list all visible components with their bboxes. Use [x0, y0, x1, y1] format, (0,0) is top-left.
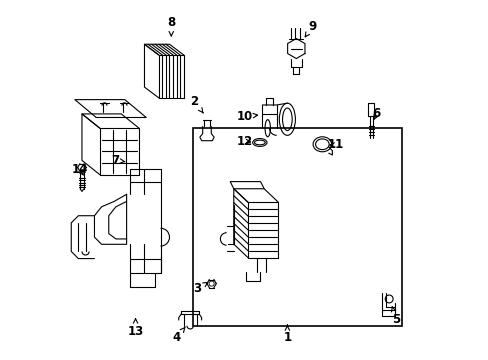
Bar: [192, 128, 401, 327]
Text: 12: 12: [237, 135, 253, 148]
Text: 2: 2: [190, 95, 203, 113]
Text: 13: 13: [127, 319, 143, 338]
Text: 1: 1: [283, 325, 291, 344]
Text: 9: 9: [305, 20, 316, 37]
Text: 4: 4: [172, 327, 185, 344]
Text: 11: 11: [327, 139, 343, 152]
Text: 5: 5: [391, 307, 400, 326]
Text: 7: 7: [111, 154, 124, 167]
Text: 14: 14: [71, 163, 87, 176]
Text: 6: 6: [372, 107, 380, 120]
Text: 8: 8: [167, 16, 175, 36]
Text: 10: 10: [237, 110, 257, 123]
Text: 3: 3: [193, 283, 207, 296]
